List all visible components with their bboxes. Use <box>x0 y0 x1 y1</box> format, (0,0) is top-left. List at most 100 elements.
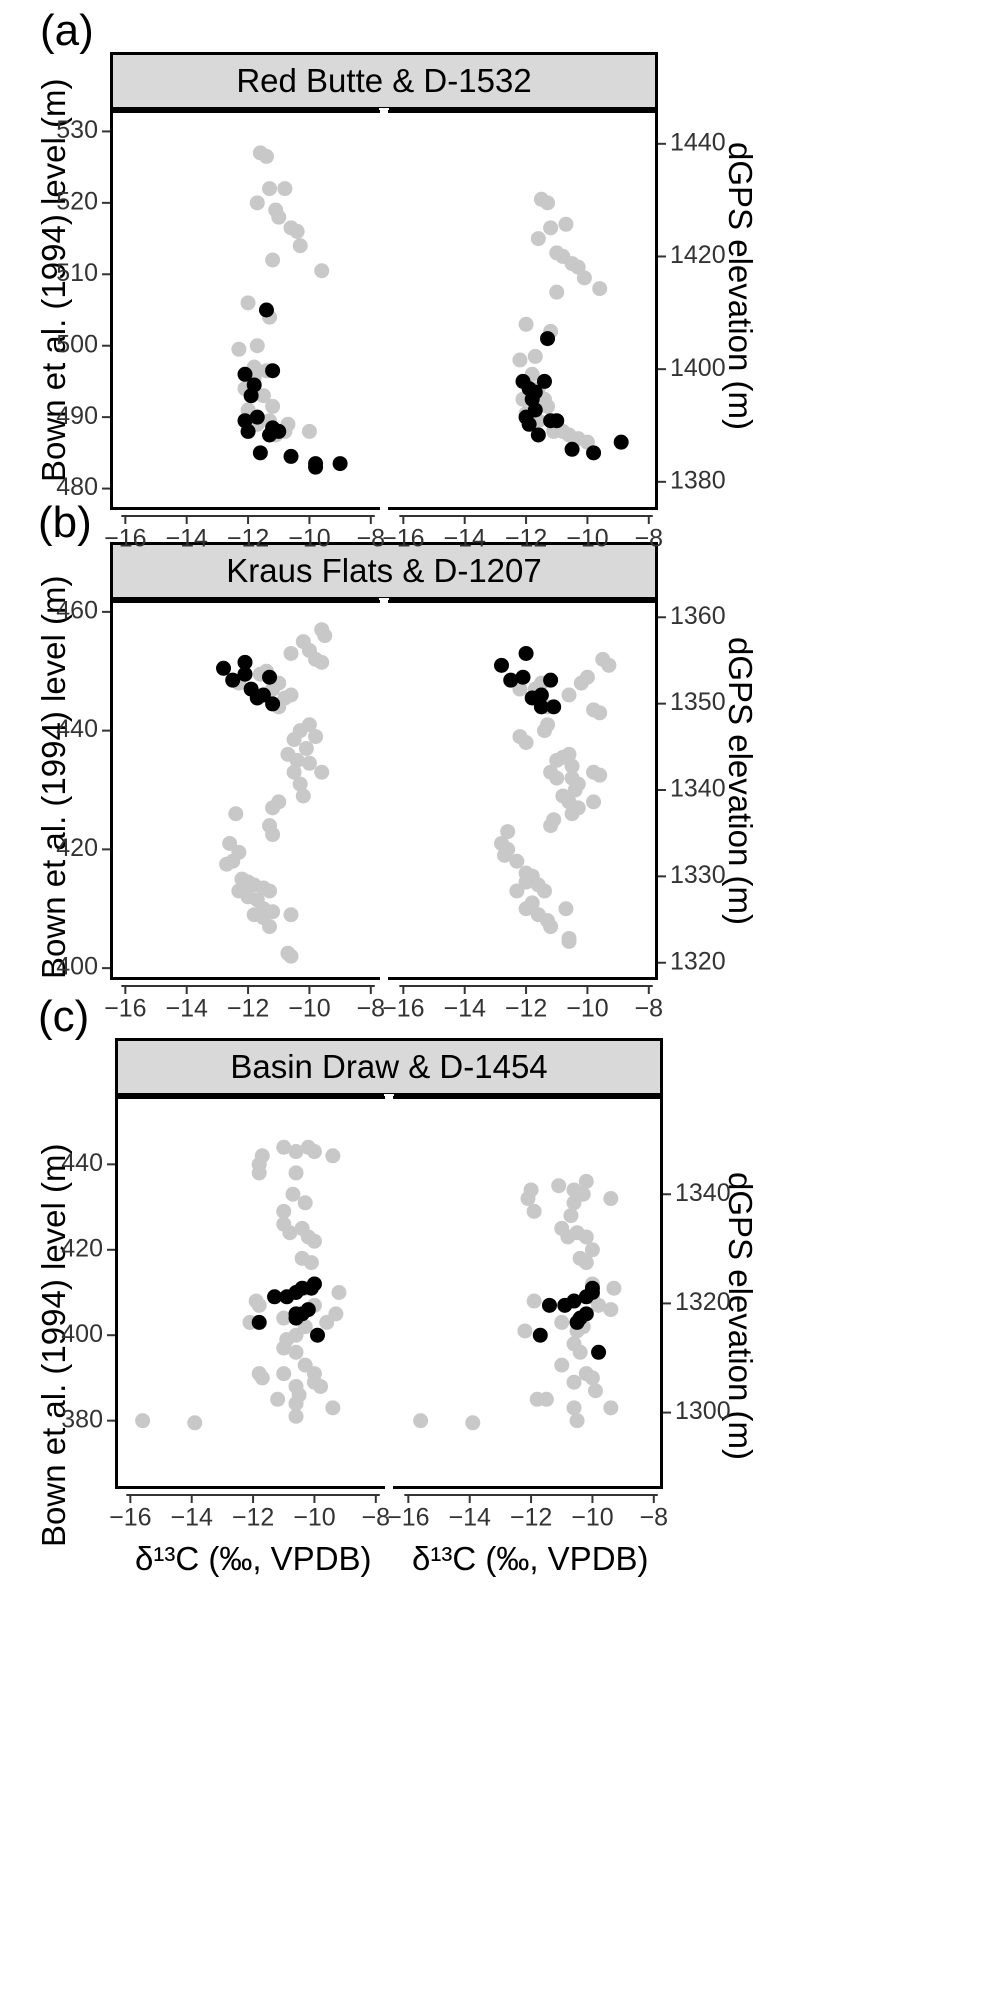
data-point-grey <box>566 1400 582 1416</box>
y2-tick-label: 1400 <box>670 354 726 382</box>
data-point-grey <box>187 1415 203 1431</box>
x-tick-label: −16 <box>104 525 146 553</box>
y2-tick-label: 1340 <box>670 775 726 803</box>
data-point-grey <box>295 788 311 804</box>
y-tick-label: 440 <box>61 1149 103 1177</box>
data-point-grey <box>549 284 565 300</box>
data-point-grey <box>271 209 287 225</box>
data-point-grey <box>591 1297 607 1313</box>
data-point-grey <box>497 847 513 863</box>
y-tick-label: 500 <box>56 330 98 358</box>
data-point-grey <box>603 1191 619 1207</box>
data-point-black <box>237 366 253 382</box>
data-point-grey <box>564 806 580 822</box>
x-tick-label: −12 <box>510 1504 552 1532</box>
data-point-grey <box>288 1144 304 1160</box>
data-point-grey <box>222 835 238 851</box>
data-point-grey <box>262 883 278 899</box>
data-point-grey <box>283 645 299 661</box>
data-point-grey <box>306 1144 322 1160</box>
x-tick-label: −14 <box>170 1504 213 1532</box>
data-point-grey <box>228 806 244 822</box>
data-point-grey <box>288 1344 304 1360</box>
data-point-black <box>265 696 281 712</box>
y2-tick-label: 1320 <box>675 1288 731 1316</box>
data-point-grey <box>586 794 602 810</box>
data-point-grey <box>314 654 330 670</box>
x-tick-label: −12 <box>227 525 269 553</box>
data-point-grey <box>270 1391 286 1407</box>
data-point-black <box>283 448 299 464</box>
y-tick-label: 420 <box>61 1234 103 1262</box>
y2-tick-label: 1440 <box>670 128 726 156</box>
x-tick-label: −12 <box>232 1504 274 1532</box>
data-point-black <box>536 373 552 389</box>
data-point-grey <box>592 281 608 297</box>
data-point-black <box>541 1297 557 1313</box>
data-point-grey <box>308 729 324 745</box>
data-point-grey <box>543 919 559 935</box>
data-point-grey <box>500 824 516 840</box>
data-point-grey <box>286 732 302 748</box>
data-point-grey <box>251 1165 267 1181</box>
x-tick-label: −14 <box>165 525 208 553</box>
y-tick-label: 380 <box>61 1405 103 1433</box>
y2-tick-label: 1330 <box>670 861 726 889</box>
facet-gap <box>384 1094 394 1491</box>
data-point-black <box>265 363 281 379</box>
xlabel-left: δ¹³C (‰, VPDB) <box>135 1540 372 1577</box>
facet-gap <box>379 598 389 982</box>
y-tick-label: 480 <box>56 473 98 501</box>
data-point-grey <box>554 1314 570 1330</box>
data-point-grey <box>584 1370 600 1386</box>
data-point-grey <box>567 782 583 798</box>
data-point-grey <box>578 1229 594 1245</box>
data-point-black <box>225 672 241 688</box>
data-point-grey <box>561 687 577 703</box>
data-point-grey <box>319 1314 335 1330</box>
strip-title-c: Basin Draw & D-1454 <box>115 1038 663 1096</box>
data-point-grey <box>601 657 617 673</box>
data-point-grey <box>301 423 317 439</box>
data-point-grey <box>551 1178 567 1194</box>
data-point-grey <box>289 752 305 768</box>
data-point-black <box>262 669 278 685</box>
panel-letter-a: (a) <box>40 6 94 55</box>
data-point-grey <box>288 1408 304 1424</box>
data-point-grey <box>527 348 543 364</box>
y-tick-label: 530 <box>56 116 98 144</box>
data-point-black <box>543 672 559 688</box>
x-tick-label: −16 <box>382 995 424 1023</box>
data-point-grey <box>561 933 577 949</box>
y-tick-label: 490 <box>56 402 98 430</box>
data-point-grey <box>543 220 559 236</box>
data-point-grey <box>540 195 556 211</box>
data-point-grey <box>314 764 330 780</box>
data-point-grey <box>529 1391 545 1407</box>
x-tick-label: −16 <box>109 1504 151 1532</box>
data-point-grey <box>526 1293 542 1309</box>
y-tick-label: 520 <box>56 187 98 215</box>
data-point-black <box>216 660 232 676</box>
data-point-grey <box>563 1208 579 1224</box>
data-point-black <box>267 1289 283 1305</box>
data-point-grey <box>292 776 308 792</box>
x-tick-label: −14 <box>448 1504 491 1532</box>
data-point-black <box>249 409 265 425</box>
y2-tick-label: 1300 <box>675 1397 731 1425</box>
data-point-black <box>308 459 324 475</box>
x-tick-label: −10 <box>288 525 330 553</box>
x-tick-label: −10 <box>288 995 330 1023</box>
data-point-grey <box>518 316 534 332</box>
x-tick-label: −16 <box>382 525 424 553</box>
data-point-grey <box>520 1191 536 1207</box>
data-point-grey <box>512 352 528 368</box>
data-point-black <box>503 672 519 688</box>
y2-tick-label: 1420 <box>670 241 726 269</box>
x-tick-label: −14 <box>165 995 208 1023</box>
data-point-grey <box>325 1400 341 1416</box>
data-point-grey <box>540 398 556 414</box>
data-point-grey <box>283 948 299 964</box>
data-point-grey <box>289 223 305 239</box>
y2-tick-label: 1350 <box>670 688 726 716</box>
